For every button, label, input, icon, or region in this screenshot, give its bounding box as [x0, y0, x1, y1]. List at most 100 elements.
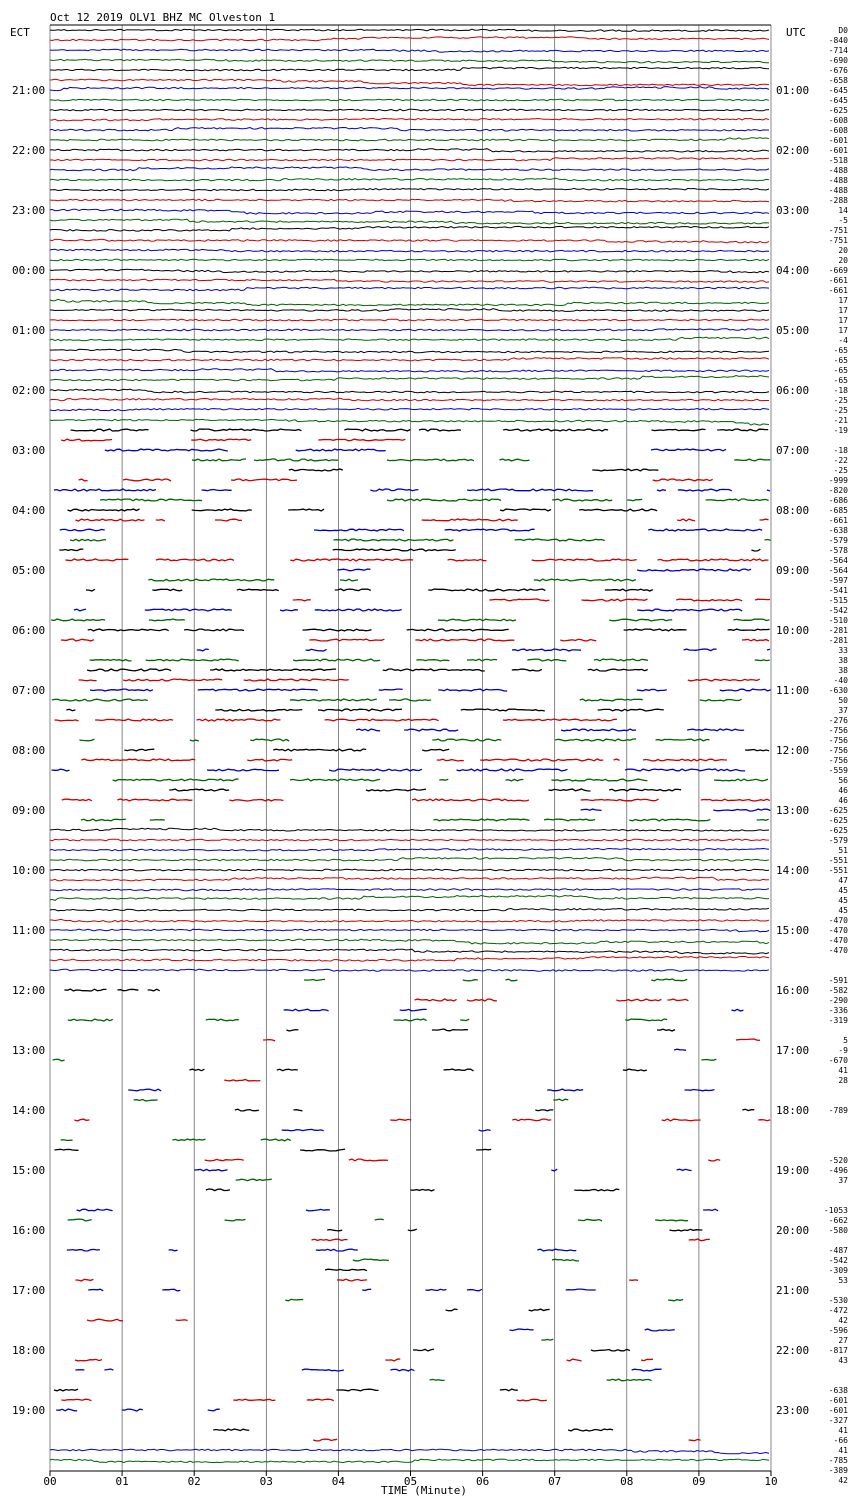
right-hour-label: 07:00: [776, 444, 809, 457]
trace-19: [49, 218, 770, 225]
left-hour-label: 00:00: [12, 264, 45, 277]
trace-offset-label: -327: [829, 1416, 848, 1425]
trace-offset-label: 27: [838, 1336, 848, 1345]
trace-offset-label: 38: [838, 656, 848, 665]
trace-84: [49, 868, 770, 872]
trace-13: [49, 157, 770, 162]
trace-offset-label: 28: [838, 1076, 848, 1085]
trace-offset-label: -40: [834, 676, 849, 685]
trace-118: [76, 1208, 719, 1212]
trace-77: [61, 798, 771, 802]
chart-title: Oct 12 2019 OLV1 BHZ MC Olveston 1: [50, 11, 275, 24]
trace-135: [429, 1378, 652, 1382]
trace-115: [235, 1178, 272, 1182]
trace-offset-label: -686: [829, 496, 848, 505]
trace-113: [204, 1158, 721, 1162]
trace-offset-label: -65: [834, 356, 849, 365]
trace-offset-label: -281: [829, 636, 848, 645]
left-hour-label: 09:00: [12, 804, 45, 817]
trace-35: [50, 374, 770, 382]
right-hour-label: 18:00: [776, 1104, 809, 1117]
right-hour-label: 04:00: [776, 264, 809, 277]
trace-offset-label: -662: [829, 1216, 848, 1225]
trace-11: [49, 137, 770, 142]
right-hour-label: 21:00: [776, 1284, 809, 1297]
trace-offset-label: -597: [829, 576, 848, 585]
trace-99: [67, 1018, 668, 1022]
right-hour-label: 11:00: [776, 684, 809, 697]
trace-17: [49, 198, 770, 203]
trace-58: [73, 608, 743, 612]
trace-102: [673, 1048, 687, 1051]
trace-61: [60, 638, 770, 642]
trace-offset-label: -608: [829, 116, 848, 125]
traces: [49, 28, 771, 1464]
trace-1: [49, 36, 770, 42]
trace-92: [49, 948, 770, 955]
trace-103: [52, 1058, 717, 1062]
trace-offset-label: -670: [829, 1056, 848, 1065]
trace-138: [56, 1408, 220, 1412]
trace-10: [49, 126, 770, 132]
trace-20: [49, 225, 770, 232]
trace-45: [78, 478, 713, 482]
trace-80: [49, 827, 770, 832]
trace-offset-label: -470: [829, 916, 848, 925]
trace-offset-label: -658: [829, 76, 848, 85]
left-hour-label: 16:00: [12, 1224, 45, 1237]
trace-72: [124, 748, 770, 752]
trace-34: [49, 368, 770, 373]
trace-25: [49, 278, 770, 283]
trace-offset-label: -551: [829, 866, 848, 875]
trace-40: [70, 428, 769, 432]
trace-offset-label: -5: [838, 216, 848, 225]
trace-52: [59, 548, 761, 552]
trace-offset-label: -65: [834, 346, 849, 355]
trace-64: [86, 668, 648, 672]
trace-111: [60, 1138, 291, 1142]
trace-123: [352, 1258, 579, 1262]
trace-offset-label: 17: [838, 326, 848, 335]
trace-66: [89, 688, 771, 692]
trace-82: [49, 847, 770, 852]
right-hour-label: 05:00: [776, 324, 809, 337]
trace-136: [53, 1388, 518, 1392]
trace-offset-label: -751: [829, 236, 848, 245]
trace-87: [49, 894, 770, 901]
trace-24: [49, 268, 770, 274]
trace-131: [541, 1338, 554, 1341]
trace-offset-label: -756: [829, 746, 848, 755]
trace-offset-label: -578: [829, 546, 848, 555]
trace-offset-label: -18: [834, 386, 849, 395]
trace-12: [49, 148, 770, 153]
trace-124: [324, 1268, 368, 1272]
x-tick-label-03: 03: [260, 1475, 273, 1488]
trace-121: [311, 1238, 710, 1242]
right-hour-label: 17:00: [776, 1044, 809, 1057]
trace-offset-label: -290: [829, 996, 848, 1005]
trace-offset-label: -579: [829, 836, 848, 845]
trace-94: [49, 968, 770, 972]
trace-68: [66, 708, 664, 712]
left-hour-label: 05:00: [12, 564, 45, 577]
trace-offset-label: 45: [838, 886, 848, 895]
trace-107: [133, 1098, 569, 1102]
trace-offset-label: -488: [829, 176, 848, 185]
trace-3: [49, 58, 770, 64]
trace-108: [234, 1108, 755, 1112]
trace-143: [49, 1458, 770, 1464]
trace-offset-label: -756: [829, 756, 848, 765]
trace-26: [49, 286, 770, 292]
trace-offset-label: 56: [838, 776, 848, 785]
trace-offset-label: -661: [829, 286, 848, 295]
trace-44: [288, 468, 659, 472]
trace-54: [337, 568, 752, 572]
trace-offset-label: 43: [838, 1356, 848, 1365]
left-hour-label: 06:00: [12, 624, 45, 637]
trace-offset-label: -9: [838, 1046, 848, 1055]
trace-14: [49, 166, 770, 172]
trace-67: [51, 698, 742, 702]
left-hour-label: 23:00: [12, 204, 45, 217]
right-hour-label: 12:00: [776, 744, 809, 757]
trace-112: [54, 1148, 492, 1152]
